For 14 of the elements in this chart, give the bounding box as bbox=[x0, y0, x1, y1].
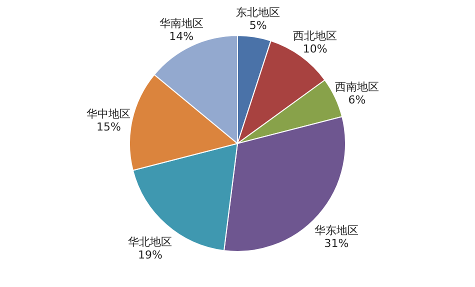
data-label: 6% bbox=[348, 93, 366, 106]
data-label: 19% bbox=[138, 248, 162, 262]
slice-label: 西北地区 bbox=[293, 30, 338, 43]
slice-label: 东北地区 bbox=[236, 6, 280, 20]
slice-label: 华中地区 bbox=[86, 108, 131, 121]
data-label: 14% bbox=[169, 30, 194, 44]
data-label: 5% bbox=[249, 19, 267, 32]
slice-label: 西南地区 bbox=[334, 80, 379, 94]
data-label: 10% bbox=[302, 42, 328, 56]
data-label: 15% bbox=[96, 120, 121, 134]
data-label: 31% bbox=[324, 236, 349, 250]
slice-label: 华南地区 bbox=[159, 17, 204, 30]
slice-label: 华东地区 bbox=[314, 224, 359, 237]
slice-label: 华北地区 bbox=[128, 236, 172, 249]
